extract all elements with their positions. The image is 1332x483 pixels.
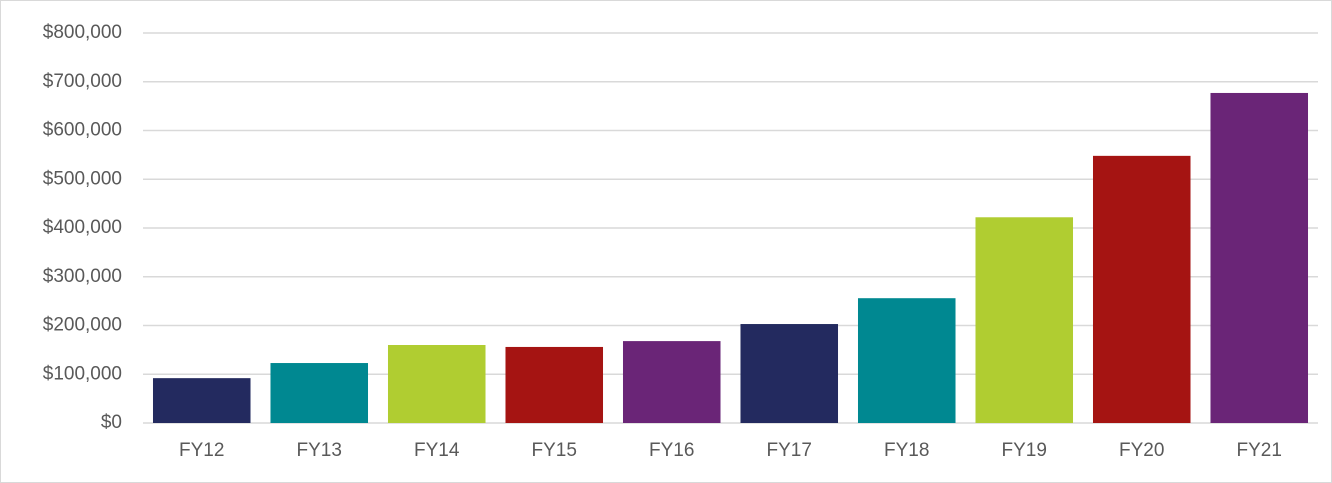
x-tick-label: FY18: [884, 440, 929, 461]
bar: [1092, 155, 1191, 423]
y-tick-label: $600,000: [43, 120, 122, 141]
y-tick-label: $200,000: [43, 315, 122, 336]
bar: [387, 345, 486, 423]
x-tick-label: FY16: [649, 440, 694, 461]
y-tick-label: $100,000: [43, 363, 122, 384]
bar: [505, 346, 604, 423]
y-tick-label: $700,000: [43, 71, 122, 92]
x-tick-label: FY19: [1002, 440, 1047, 461]
x-tick-label: FY17: [767, 440, 812, 461]
x-tick-label: FY15: [532, 440, 577, 461]
y-tick-label: $400,000: [43, 217, 122, 238]
bar: [975, 217, 1074, 423]
y-tick-label: $300,000: [43, 266, 122, 287]
bar: [857, 298, 956, 423]
x-tick-label: FY20: [1119, 440, 1164, 461]
bar: [152, 378, 251, 423]
y-tick-label: $0: [101, 412, 122, 433]
x-tick-label: FY12: [179, 440, 224, 461]
x-tick-label: FY14: [414, 440, 460, 461]
bar: [622, 341, 721, 423]
x-tick-label: FY21: [1237, 440, 1282, 461]
bar: [270, 363, 369, 423]
y-tick-label: $800,000: [43, 22, 122, 43]
x-tick-label: FY13: [297, 440, 342, 461]
y-tick-label: $500,000: [43, 168, 122, 189]
bar: [740, 324, 839, 423]
bar: [1210, 92, 1309, 424]
